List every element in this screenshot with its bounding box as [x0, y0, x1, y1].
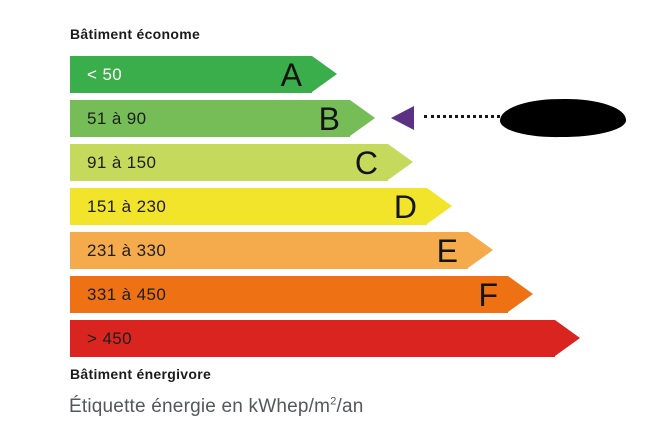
bar-body: 151 à 230 D: [70, 188, 427, 225]
bar-range-label: 231 à 330: [87, 240, 167, 260]
bar-letter: F: [478, 276, 498, 313]
energy-bar-f: 331 à 450 F: [70, 276, 533, 313]
bar-body: > 450: [70, 320, 555, 357]
bar-body: 331 à 450 F: [70, 276, 508, 313]
bar-body: < 50 A: [70, 56, 312, 93]
energy-label-caption: Étiquette énergie en kWhep/m2/an: [69, 396, 364, 418]
energy-bar-c: 91 à 150 C: [70, 144, 413, 181]
bar-range-label: 91 à 150: [87, 152, 157, 172]
bar-arrow-tip-icon: [555, 320, 580, 356]
caption-prefix: Étiquette énergie en kWhep/m: [69, 396, 331, 417]
energy-bar-a: < 50 A: [70, 56, 337, 93]
bar-body: 231 à 330 E: [70, 232, 468, 269]
energy-bar-e: 231 à 330 E: [70, 232, 493, 269]
energy-intensive-building-label: Bâtiment énergivore: [70, 366, 212, 382]
energy-bar-g: > 450: [70, 320, 580, 357]
bar-arrow-tip-icon: [508, 276, 533, 312]
bar-range-label: > 450: [87, 328, 133, 348]
bar-arrow-tip-icon: [468, 232, 493, 268]
bar-range-label: 331 à 450: [87, 284, 167, 304]
bar-letter: A: [280, 56, 302, 93]
bar-arrow-tip-icon: [350, 100, 375, 136]
bar-arrow-tip-icon: [427, 188, 452, 224]
bar-range-label: 151 à 230: [87, 196, 167, 216]
bar-letter: B: [318, 100, 340, 137]
bar-letter: D: [393, 188, 417, 225]
redacted-value-blob: [499, 98, 627, 138]
caption-suffix: /an: [336, 396, 364, 417]
energy-bar-b: 51 à 90 B: [70, 100, 375, 137]
bar-letter: C: [354, 144, 378, 181]
caption-superscript: 2: [330, 395, 337, 408]
bar-letter: E: [436, 232, 458, 269]
dotted-line: [424, 115, 500, 118]
energy-bar-d: 151 à 230 D: [70, 188, 452, 225]
marker-arrow-icon: [391, 106, 414, 130]
bar-arrow-tip-icon: [312, 56, 337, 92]
bar-body: 51 à 90 B: [70, 100, 350, 137]
bar-range-label: < 50: [87, 64, 123, 84]
bar-arrow-tip-icon: [388, 144, 413, 180]
economical-building-label: Bâtiment économe: [70, 26, 201, 42]
bar-range-label: 51 à 90: [87, 108, 147, 128]
bar-body: 91 à 150 C: [70, 144, 388, 181]
